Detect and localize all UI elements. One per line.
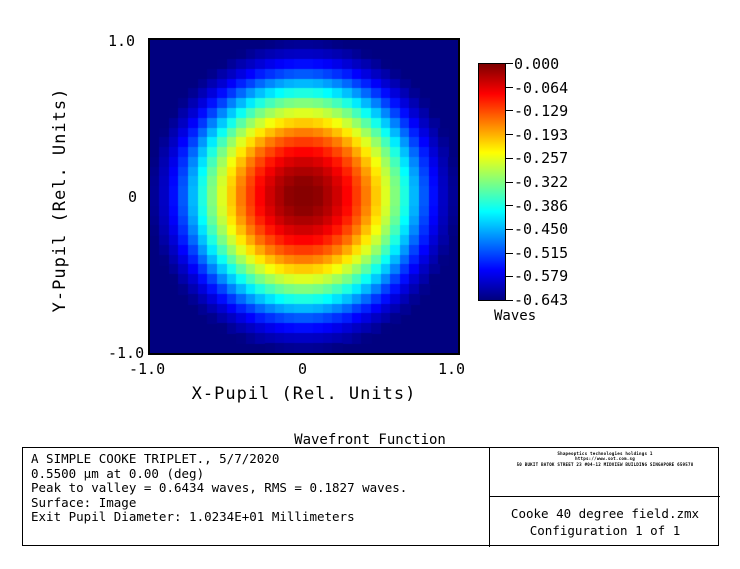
footer-panel: A SIMPLE COOKE TRIPLET., 5/7/2020 0.5500 … <box>22 447 720 547</box>
x-tick-label-middle: 0 <box>298 360 308 378</box>
colorbar-tick-label: -0.064 <box>514 78 569 97</box>
x-tick-label-right: 1.0 <box>438 360 466 378</box>
colorbar-tick-mark <box>506 229 513 230</box>
footer-file-info: Cooke 40 degree field.zmx Configuration 1… <box>490 505 720 539</box>
colorbar-labels: 0.000 -0.064 -0.129 -0.193 -0.257 -0.322 -0.38… <box>514 57 584 317</box>
footer-vendor-line: Shapeoptics technologies holdings 1 <box>557 451 653 456</box>
y-tick-label-bottom: -1.0 <box>108 344 145 362</box>
y-tick-label-top: 1.0 <box>108 32 136 50</box>
colorbar-tick-mark <box>506 253 513 254</box>
colorbar-tick-mark <box>506 87 513 88</box>
colorbar-tick-mark <box>506 134 513 135</box>
colorbar-tick-mark <box>506 182 513 183</box>
colorbar-gradient <box>479 64 505 300</box>
colorbar-tick-label: 0.000 <box>514 55 560 73</box>
colorbar-tick-label: -0.515 <box>514 243 569 262</box>
colorbar-tick-mark <box>506 158 513 159</box>
colorbar-tick-label: -0.386 <box>514 196 569 215</box>
colorbar-tick-label: -0.450 <box>514 220 569 239</box>
footer-horizontal-divider <box>489 496 720 497</box>
footer-vendor-line: 50 BUKIT BATOK STREET 23 #04-12 MIDVIEW … <box>516 461 694 467</box>
colorbar-tick-mark <box>506 205 513 206</box>
footer-description-line: Exit Pupil Diameter: 1.0234E+01 Millimet… <box>31 509 355 525</box>
colorbar-tick-mark <box>506 110 513 111</box>
colorbar-tick-label: -0.579 <box>514 267 569 286</box>
colorbar-tick-mark <box>506 276 513 277</box>
footer-description-line: Peak to valley = 0.6434 waves, RMS = 0.1… <box>31 480 408 496</box>
footer-file-line: Cooke 40 degree field.zmx <box>510 506 700 521</box>
colorbar-ticks <box>506 63 513 301</box>
footer-description-line: 0.5500 µm at 0.00 (deg) <box>31 465 205 481</box>
y-axis-label: Y-Pupil (Rel. Units) <box>50 87 70 313</box>
footer-description-line: A SIMPLE COOKE TRIPLET., 5/7/2020 <box>31 451 280 466</box>
footer-description-line: Surface: Image <box>31 494 137 510</box>
wavefront-heatmap <box>150 40 458 353</box>
colorbar-tick-mark <box>506 63 513 64</box>
figure-title: Wavefront Function <box>294 432 446 448</box>
x-axis-label: X-Pupil (Rel. Units) <box>191 384 417 404</box>
footer-vertical-divider <box>489 448 490 547</box>
colorbar-tick-label: -0.322 <box>514 172 569 191</box>
y-tick-label-middle: 0 <box>128 188 138 206</box>
x-tick-label-left: -1.0 <box>129 360 166 378</box>
footer-vendor-info: Shapeoptics technologies holdings 1 https… <box>490 451 720 467</box>
colorbar-tick-mark <box>506 300 513 301</box>
colorbar-tick-label: -0.257 <box>514 149 569 168</box>
colorbar-units-label: Waves <box>494 308 537 324</box>
colorbar-tick-label: -0.129 <box>514 102 569 121</box>
footer-vendor-line: https://www.sot.com.sg <box>575 456 635 462</box>
footer-file-line: Configuration 1 of 1 <box>529 523 681 538</box>
colorbar-tick-label: -0.193 <box>514 125 569 144</box>
colorbar-tick-label: -0.643 <box>514 290 569 309</box>
footer-description: A SIMPLE COOKE TRIPLET., 5/7/2020 0.5500 … <box>31 451 481 525</box>
